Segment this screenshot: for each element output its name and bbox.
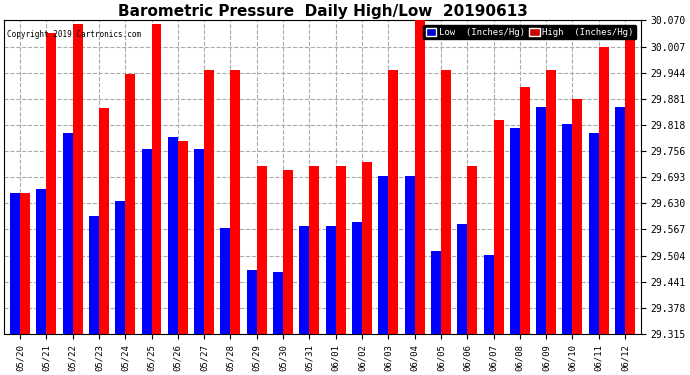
Bar (378, 176, 388, 334)
Bar (89, 216, 99, 334)
Bar (441, 70, 451, 334)
Bar (283, 170, 293, 334)
Bar (493, 120, 504, 334)
Text: Copyright 2019 Cartronics.com: Copyright 2019 Cartronics.com (8, 30, 141, 39)
Bar (152, 24, 161, 334)
Bar (10, 193, 20, 334)
Bar (204, 70, 214, 334)
Bar (625, 39, 635, 334)
Bar (335, 166, 346, 334)
Bar (46, 33, 57, 334)
Bar (589, 133, 599, 334)
Bar (352, 222, 362, 334)
Bar (467, 166, 477, 334)
Legend: Low  (Inches/Hg), High  (Inches/Hg): Low (Inches/Hg), High (Inches/Hg) (423, 25, 636, 39)
Bar (388, 70, 398, 334)
Bar (431, 251, 441, 334)
Bar (510, 128, 520, 334)
Bar (309, 166, 319, 334)
Bar (178, 141, 188, 334)
Bar (20, 193, 30, 334)
Bar (37, 189, 46, 334)
Bar (168, 137, 178, 334)
Bar (63, 133, 72, 334)
Bar (562, 124, 573, 334)
Bar (615, 107, 625, 334)
Title: Barometric Pressure  Daily High/Low  20190613: Barometric Pressure Daily High/Low 20190… (117, 4, 527, 19)
Bar (194, 149, 204, 334)
Bar (404, 176, 415, 334)
Bar (484, 255, 493, 334)
Bar (299, 226, 309, 334)
Bar (573, 99, 582, 334)
Bar (520, 87, 530, 334)
Bar (457, 224, 467, 334)
Bar (141, 149, 152, 334)
Bar (72, 24, 83, 334)
Bar (125, 74, 135, 334)
Bar (362, 162, 372, 334)
Bar (546, 70, 556, 334)
Bar (599, 46, 609, 334)
Bar (536, 107, 546, 334)
Bar (220, 228, 230, 334)
Bar (326, 226, 335, 334)
Bar (115, 201, 125, 334)
Bar (257, 166, 267, 334)
Bar (273, 272, 283, 334)
Bar (230, 70, 240, 334)
Bar (99, 108, 109, 334)
Bar (415, 20, 424, 334)
Bar (247, 270, 257, 334)
